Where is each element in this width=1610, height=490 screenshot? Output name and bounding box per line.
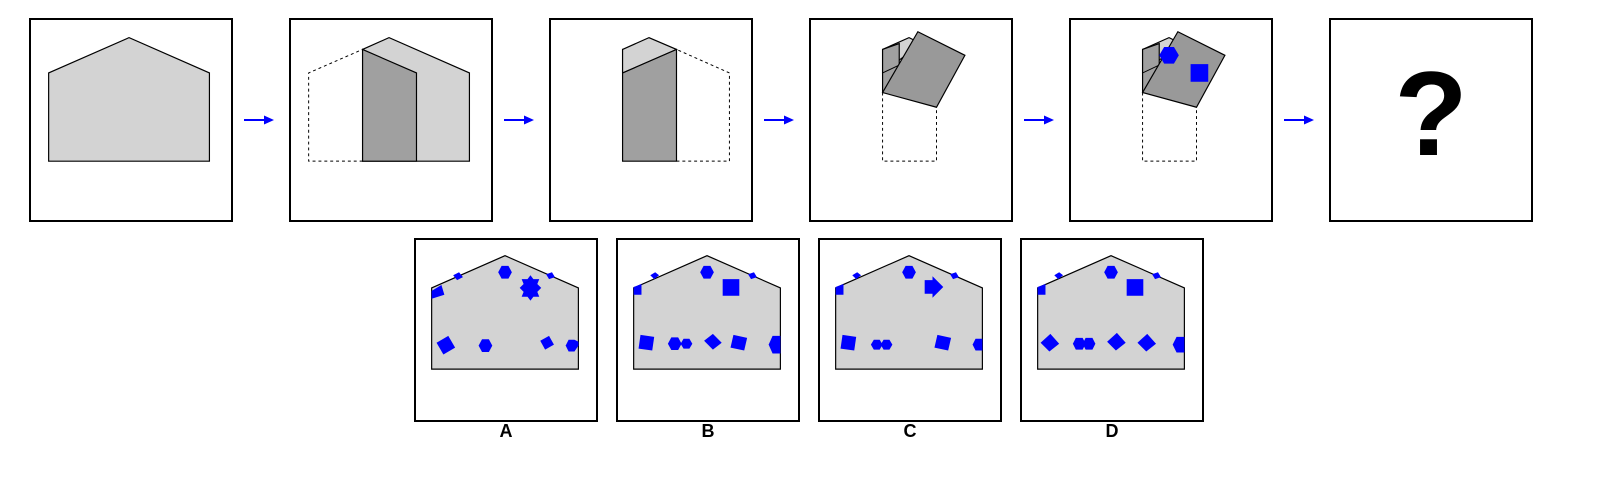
hexagon-mark — [650, 272, 660, 280]
house-paper — [48, 37, 211, 162]
option-c-panel[interactable] — [818, 238, 1002, 422]
step-2-figure — [308, 37, 471, 162]
hexagon-mark — [1172, 336, 1185, 353]
square-mark — [638, 334, 655, 351]
question-mark: ? — [1394, 47, 1468, 181]
right-arrow-icon — [764, 115, 794, 125]
option-a-panel[interactable] — [414, 238, 598, 422]
option-d-figure — [1037, 255, 1185, 370]
hexagon-mark — [680, 338, 693, 349]
step-2-panel — [289, 18, 493, 222]
hexagon-mark — [870, 339, 883, 350]
folded-region-outline — [676, 48, 730, 162]
square-mark — [431, 285, 445, 299]
option-c-figure — [835, 255, 983, 370]
square-hole-mark — [1190, 64, 1209, 82]
option-a-figure — [431, 255, 579, 370]
square-mark — [1037, 284, 1046, 295]
option-b-panel[interactable] — [616, 238, 800, 422]
hexagon-mark — [950, 272, 959, 280]
hexagon-mark — [902, 265, 916, 279]
square-mark — [633, 284, 642, 295]
square-mark — [436, 335, 456, 355]
hexagon-mark — [852, 272, 862, 280]
folded-strip-top — [621, 37, 678, 74]
answer-placeholder-panel: ? — [1329, 18, 1533, 222]
hexagon-mark — [667, 337, 682, 351]
step-5-figure — [1141, 30, 1226, 162]
square-mark — [840, 334, 857, 351]
folded-region-outline — [882, 92, 937, 162]
hexagon-mark — [880, 339, 893, 350]
folded-region-outline — [1142, 92, 1197, 162]
arrow-mark — [924, 276, 944, 298]
folded-region-outline — [308, 48, 363, 162]
hexagon-mark — [972, 338, 983, 351]
step-3-panel — [549, 18, 753, 222]
hexagon-mark — [1072, 337, 1086, 350]
hexagon-mark — [498, 265, 512, 279]
hexagon-mark — [1152, 272, 1161, 280]
hexagon-mark — [1054, 272, 1064, 280]
option-d-panel[interactable] — [1020, 238, 1204, 422]
right-arrow-icon — [504, 115, 534, 125]
option-c-label[interactable]: C — [903, 421, 917, 441]
step-4-panel — [809, 18, 1013, 222]
hexagon-mark — [478, 339, 493, 353]
option-b-label[interactable]: B — [701, 421, 715, 441]
square-mark — [730, 334, 748, 351]
step-3-figure — [621, 37, 730, 162]
square-mark — [835, 284, 844, 295]
hexagon-mark — [546, 272, 555, 280]
square-mark — [1040, 333, 1060, 352]
right-arrow-icon — [1024, 115, 1054, 125]
step-1-panel — [29, 18, 233, 222]
hexagon-mark — [768, 335, 781, 354]
right-arrow-icon — [1284, 115, 1314, 125]
square-mark — [1126, 279, 1144, 296]
hexagon-mark — [700, 265, 714, 279]
option-a-label[interactable]: A — [499, 421, 513, 441]
square-mark — [704, 333, 722, 350]
octagram-mark — [519, 275, 542, 301]
square-mark — [540, 335, 554, 350]
option-b-figure — [633, 255, 781, 370]
hexagon-mark — [565, 339, 579, 352]
hexagon-mark — [1104, 265, 1118, 279]
square-mark — [934, 334, 952, 351]
step-5-panel — [1069, 18, 1273, 222]
flipped-flap — [881, 30, 966, 108]
option-d-label[interactable]: D — [1105, 421, 1119, 441]
right-arrow-icon — [244, 115, 274, 125]
hexagon-mark — [453, 272, 463, 281]
square-mark — [1107, 332, 1126, 351]
hexagon-mark — [748, 272, 757, 280]
step-1-figure — [48, 37, 211, 162]
left-flap-folded — [361, 48, 418, 162]
square-mark — [1137, 333, 1157, 352]
hexagon-mark — [1082, 337, 1096, 350]
hexagon-hole-mark — [1159, 46, 1179, 64]
step-4-figure — [881, 30, 966, 162]
square-mark — [722, 279, 740, 296]
